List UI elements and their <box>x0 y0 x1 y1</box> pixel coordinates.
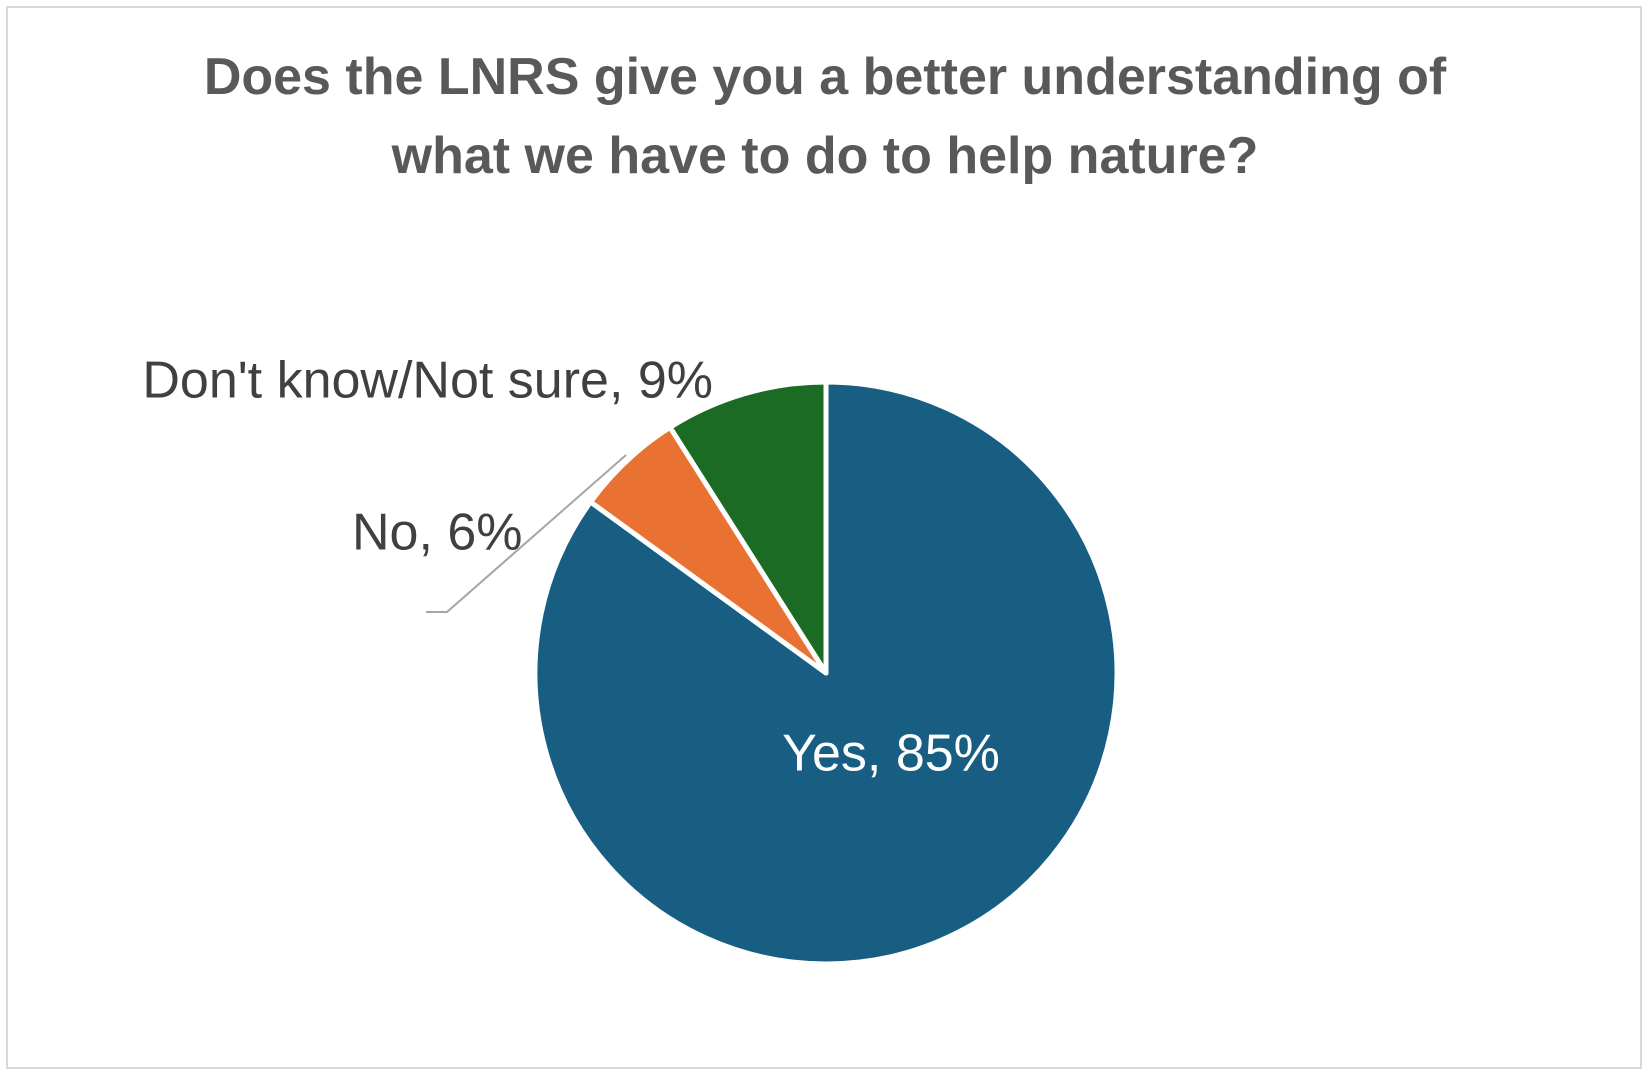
data-label: No, 6% <box>352 504 523 562</box>
chart-title: Does the LNRS give you a better understa… <box>203 48 1447 185</box>
data-label: Yes, 85% <box>782 725 1000 783</box>
pie-slice <box>667 379 829 676</box>
data-label: Don't know/Not sure, 9% <box>142 352 713 410</box>
leader-line <box>426 454 627 613</box>
chart-frame <box>6 6 1642 1069</box>
